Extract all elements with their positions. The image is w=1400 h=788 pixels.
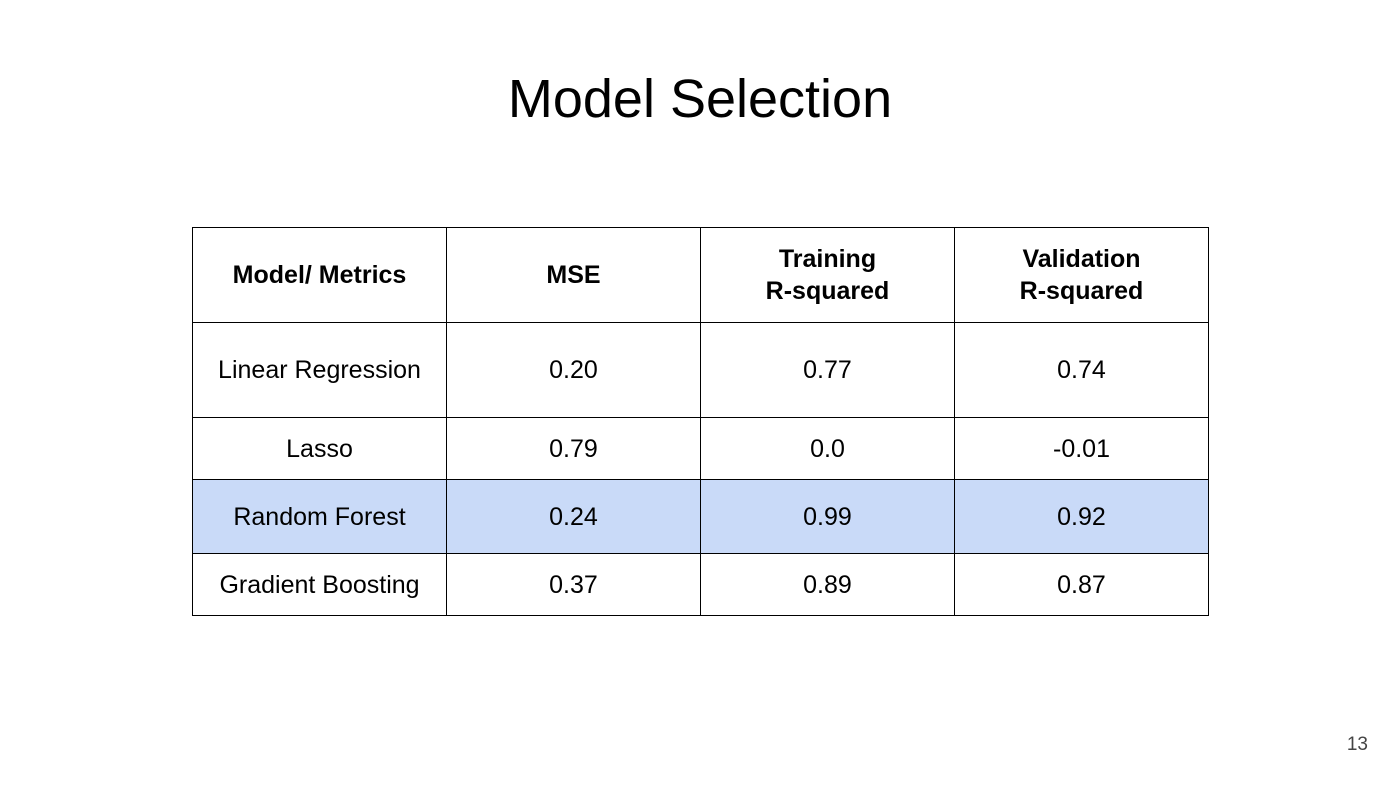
header-training-label-line2: R-squared	[765, 277, 890, 305]
cell-model-name: Lasso	[192, 417, 447, 480]
header-model-metrics: Model/ Metrics	[192, 227, 447, 323]
cell-mse: 0.37	[446, 553, 701, 616]
header-training-r-squared: Training R-squared	[700, 227, 955, 323]
header-validation-label-line1: Validation	[1022, 245, 1141, 273]
table-row: Lasso 0.79 0.0 -0.01	[192, 417, 1209, 480]
cell-validation-r-squared: 0.92	[954, 479, 1209, 554]
cell-model-name: Gradient Boosting	[192, 553, 447, 616]
table-row-highlighted: Random Forest 0.24 0.99 0.92	[192, 479, 1209, 554]
slide-title: Model Selection	[507, 69, 893, 129]
cell-mse: 0.24	[446, 479, 701, 554]
cell-mse: 0.20	[446, 322, 701, 418]
header-validation-label-line2: R-squared	[1019, 277, 1144, 305]
header-training-label-line1: Training	[778, 245, 877, 273]
cell-training-r-squared: 0.99	[700, 479, 955, 554]
table-row: Gradient Boosting 0.37 0.89 0.87	[192, 553, 1209, 616]
cell-validation-r-squared: -0.01	[954, 417, 1209, 480]
model-metrics-table: Model/ Metrics MSE Training R-squared Va…	[192, 227, 1209, 616]
cell-training-r-squared: 0.77	[700, 322, 955, 418]
header-mse: MSE	[446, 227, 701, 323]
cell-validation-r-squared: 0.87	[954, 553, 1209, 616]
cell-model-name: Linear Regression	[192, 322, 447, 418]
cell-training-r-squared: 0.89	[700, 553, 955, 616]
header-validation-r-squared: Validation R-squared	[954, 227, 1209, 323]
cell-model-name: Random Forest	[192, 479, 447, 554]
cell-mse: 0.79	[446, 417, 701, 480]
page-number: 13	[1346, 734, 1368, 755]
cell-validation-r-squared: 0.74	[954, 322, 1209, 418]
table-header-row: Model/ Metrics MSE Training R-squared Va…	[192, 227, 1209, 323]
header-mse-label: MSE	[546, 261, 601, 289]
table-row: Linear Regression 0.20 0.77 0.74	[192, 322, 1209, 418]
header-model-metrics-label: Model/ Metrics	[232, 261, 407, 289]
cell-training-r-squared: 0.0	[700, 417, 955, 480]
